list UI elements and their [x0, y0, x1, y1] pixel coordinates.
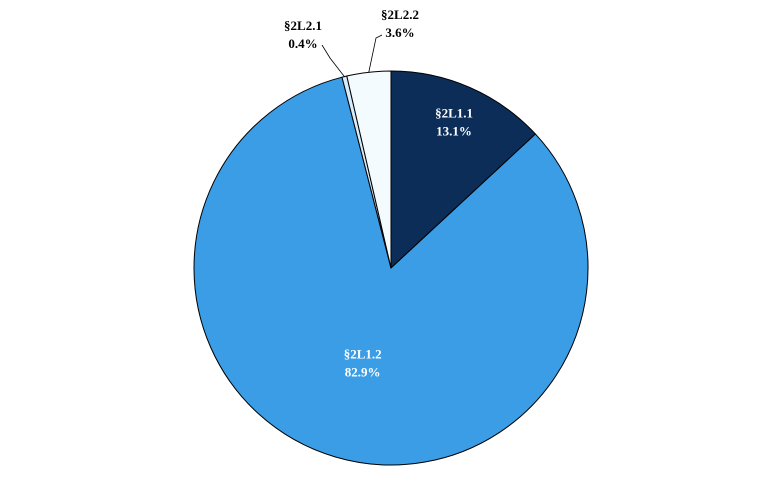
slice-value-label: 0.4% — [288, 36, 317, 51]
slice-value-label: 13.1% — [436, 124, 472, 139]
pie-slice — [193, 76, 589, 466]
slice-value-label: 82.9% — [345, 364, 381, 379]
slice-label: §2L2.2 — [381, 7, 419, 22]
slice-label: §2L1.2 — [344, 346, 382, 361]
slice-label: §2L1.1 — [435, 106, 473, 121]
pie-slice — [390, 70, 537, 270]
leader-line — [321, 44, 345, 77]
slice-value-label: 3.6% — [385, 25, 414, 40]
leader-line — [368, 34, 383, 73]
slice-label: §2L2.1 — [284, 18, 322, 33]
